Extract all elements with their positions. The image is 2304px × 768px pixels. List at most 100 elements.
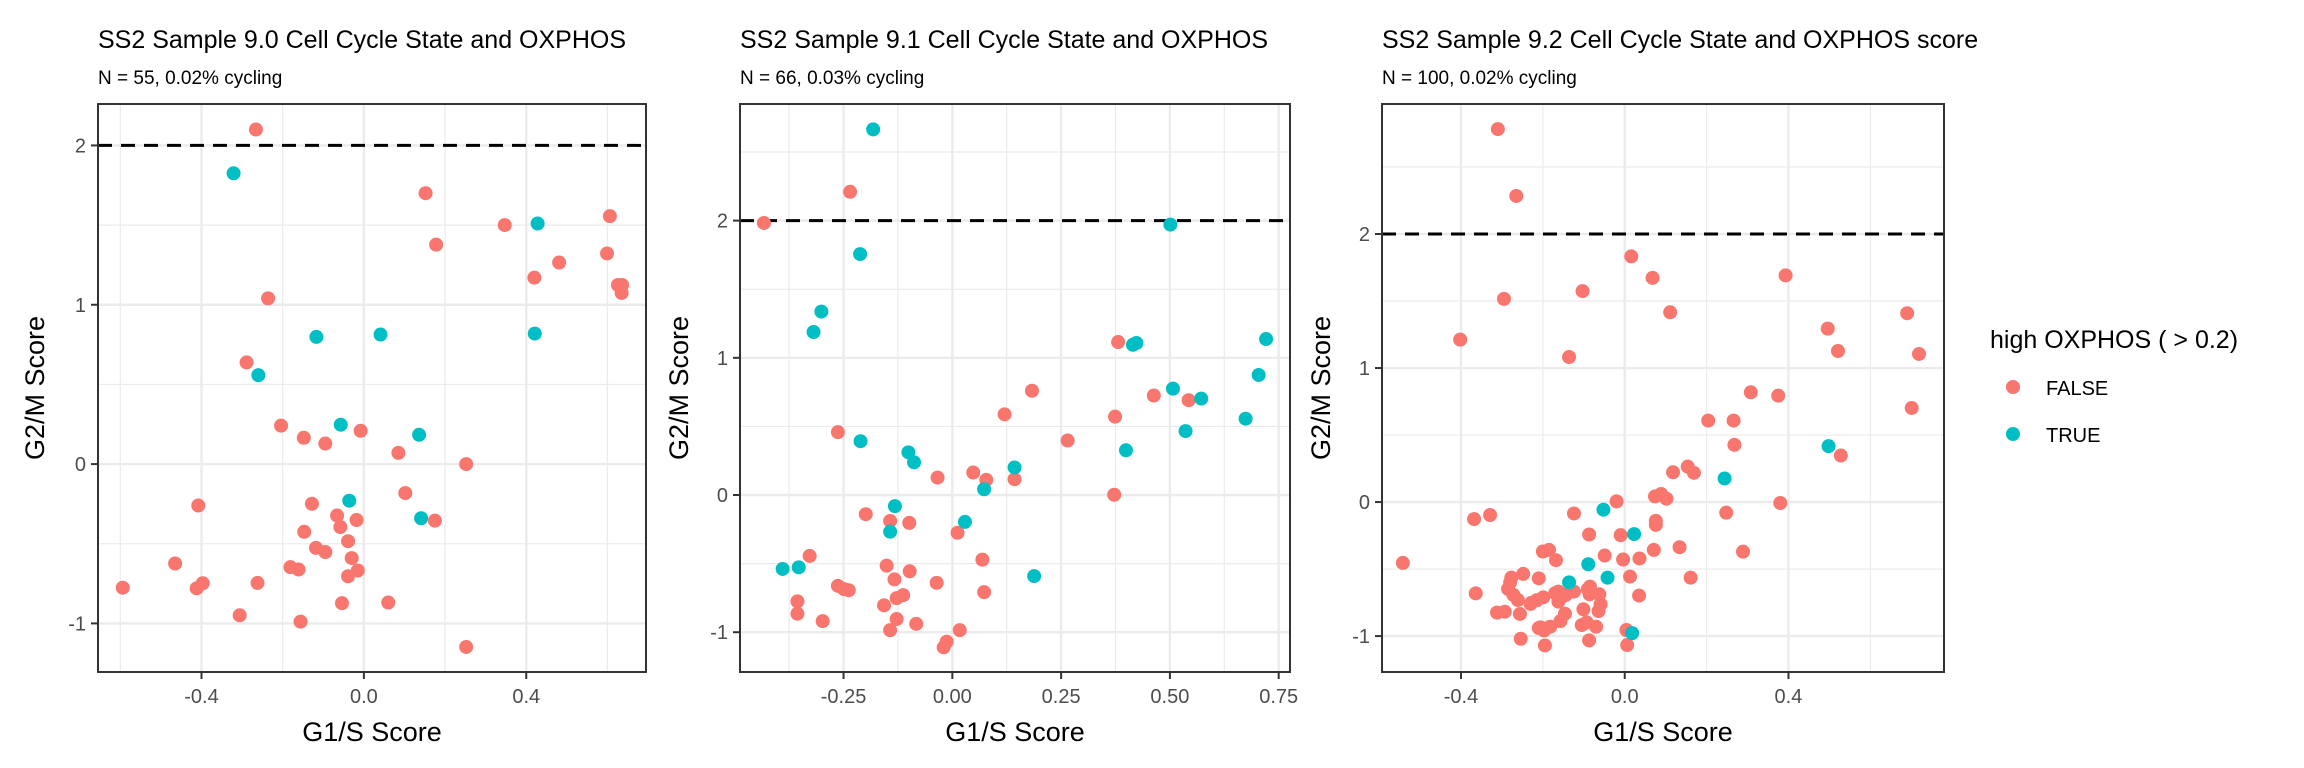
point-true [853, 434, 868, 449]
point-true [1163, 217, 1178, 232]
point-false [975, 552, 990, 567]
legend: high OXPHOS ( > 0.2) FALSE TRUE [1990, 326, 2238, 447]
point-false [527, 270, 542, 285]
point-true [1251, 367, 1266, 382]
point-true [251, 368, 266, 383]
x-axis-title: G1/S Score [945, 717, 1085, 747]
point-false [883, 513, 898, 528]
legend-marker-false [2006, 380, 2020, 394]
point-true [1129, 335, 1144, 350]
point-false [459, 457, 474, 472]
point-false [318, 436, 333, 451]
point-false [427, 513, 442, 528]
x-tick-label: 0.0 [1611, 686, 1639, 708]
point-false [1453, 332, 1468, 347]
point-true [853, 247, 868, 262]
point-false [1701, 413, 1716, 428]
point-false [248, 122, 263, 137]
point-true [527, 326, 542, 341]
x-tick-label: 0.25 [1042, 686, 1081, 708]
point-false [1108, 409, 1123, 424]
point-false [341, 569, 356, 584]
point-false [1531, 571, 1546, 586]
y-tick-label: 2 [75, 135, 86, 157]
point-false [1543, 619, 1558, 634]
point-false [602, 209, 617, 224]
point-false [1632, 551, 1647, 566]
point-true [1178, 424, 1193, 439]
y-tick-label: -1 [68, 613, 86, 635]
panel-border [739, 103, 1291, 673]
point-false [815, 614, 830, 629]
point-true [309, 329, 324, 344]
y-tick-label: 2 [717, 211, 728, 233]
point-false [353, 423, 368, 438]
y-axis-title: G2/M Score [1306, 316, 1336, 460]
point-false [1542, 542, 1557, 557]
panel-title: SS2 Sample 9.2 Cell Cycle State and OXPH… [1382, 26, 1978, 54]
point-true [887, 499, 902, 514]
point-false [296, 430, 311, 445]
point-false [1830, 344, 1845, 359]
point-false [429, 237, 444, 252]
point-false [239, 355, 254, 370]
panel-background [1382, 104, 1944, 672]
point-false [297, 524, 312, 539]
point-false [902, 564, 917, 579]
point-false [843, 184, 858, 199]
point-false [889, 612, 904, 627]
point-true [1238, 411, 1253, 426]
panel-title: SS2 Sample 9.1 Cell Cycle State and OXPH… [740, 26, 1268, 54]
point-false [1609, 494, 1624, 509]
panel-plot-area [740, 104, 1290, 672]
point-false [1833, 448, 1848, 463]
point-true [866, 122, 881, 137]
point-false [334, 596, 349, 611]
point-true [412, 427, 427, 442]
point-false [1060, 433, 1075, 448]
panel-background [740, 104, 1290, 672]
x-tick-label: 0.4 [1775, 686, 1803, 708]
point-false [1566, 506, 1581, 521]
point-false [291, 562, 306, 577]
point-false [1659, 491, 1674, 506]
point-false [614, 285, 629, 300]
point-false [1024, 383, 1039, 398]
legend-marker-true [2006, 427, 2020, 441]
point-false [333, 520, 348, 535]
point-false [1736, 544, 1751, 559]
point-false [1904, 400, 1919, 415]
point-true [1600, 570, 1615, 585]
point-false [189, 581, 204, 596]
y-axis-title: G2/M Score [664, 316, 694, 460]
point-true [1562, 575, 1577, 590]
point-false [398, 486, 413, 501]
point-false [909, 616, 924, 631]
x-tick-label: 0.00 [933, 686, 972, 708]
point-false [391, 445, 406, 460]
point-false [1597, 548, 1612, 563]
point-false [293, 614, 308, 629]
point-false [756, 215, 771, 230]
point-false [1672, 540, 1687, 555]
point-false [1582, 527, 1597, 542]
point-false [1589, 619, 1604, 634]
x-tick-label: 0.50 [1150, 686, 1189, 708]
point-false [1683, 570, 1698, 585]
point-false [830, 425, 845, 440]
point-false [1646, 542, 1661, 557]
point-false [1727, 437, 1742, 452]
point-false [936, 640, 951, 655]
point-false [883, 623, 898, 638]
point-false [1576, 602, 1591, 617]
point-false [1613, 528, 1628, 543]
point-false [341, 534, 356, 549]
point-false [1483, 508, 1498, 523]
point-false [1509, 188, 1524, 203]
point-true [1194, 391, 1209, 406]
y-tick-label: 1 [1359, 358, 1370, 380]
point-true [907, 455, 922, 470]
point-false [887, 572, 902, 587]
point-true [530, 216, 545, 231]
